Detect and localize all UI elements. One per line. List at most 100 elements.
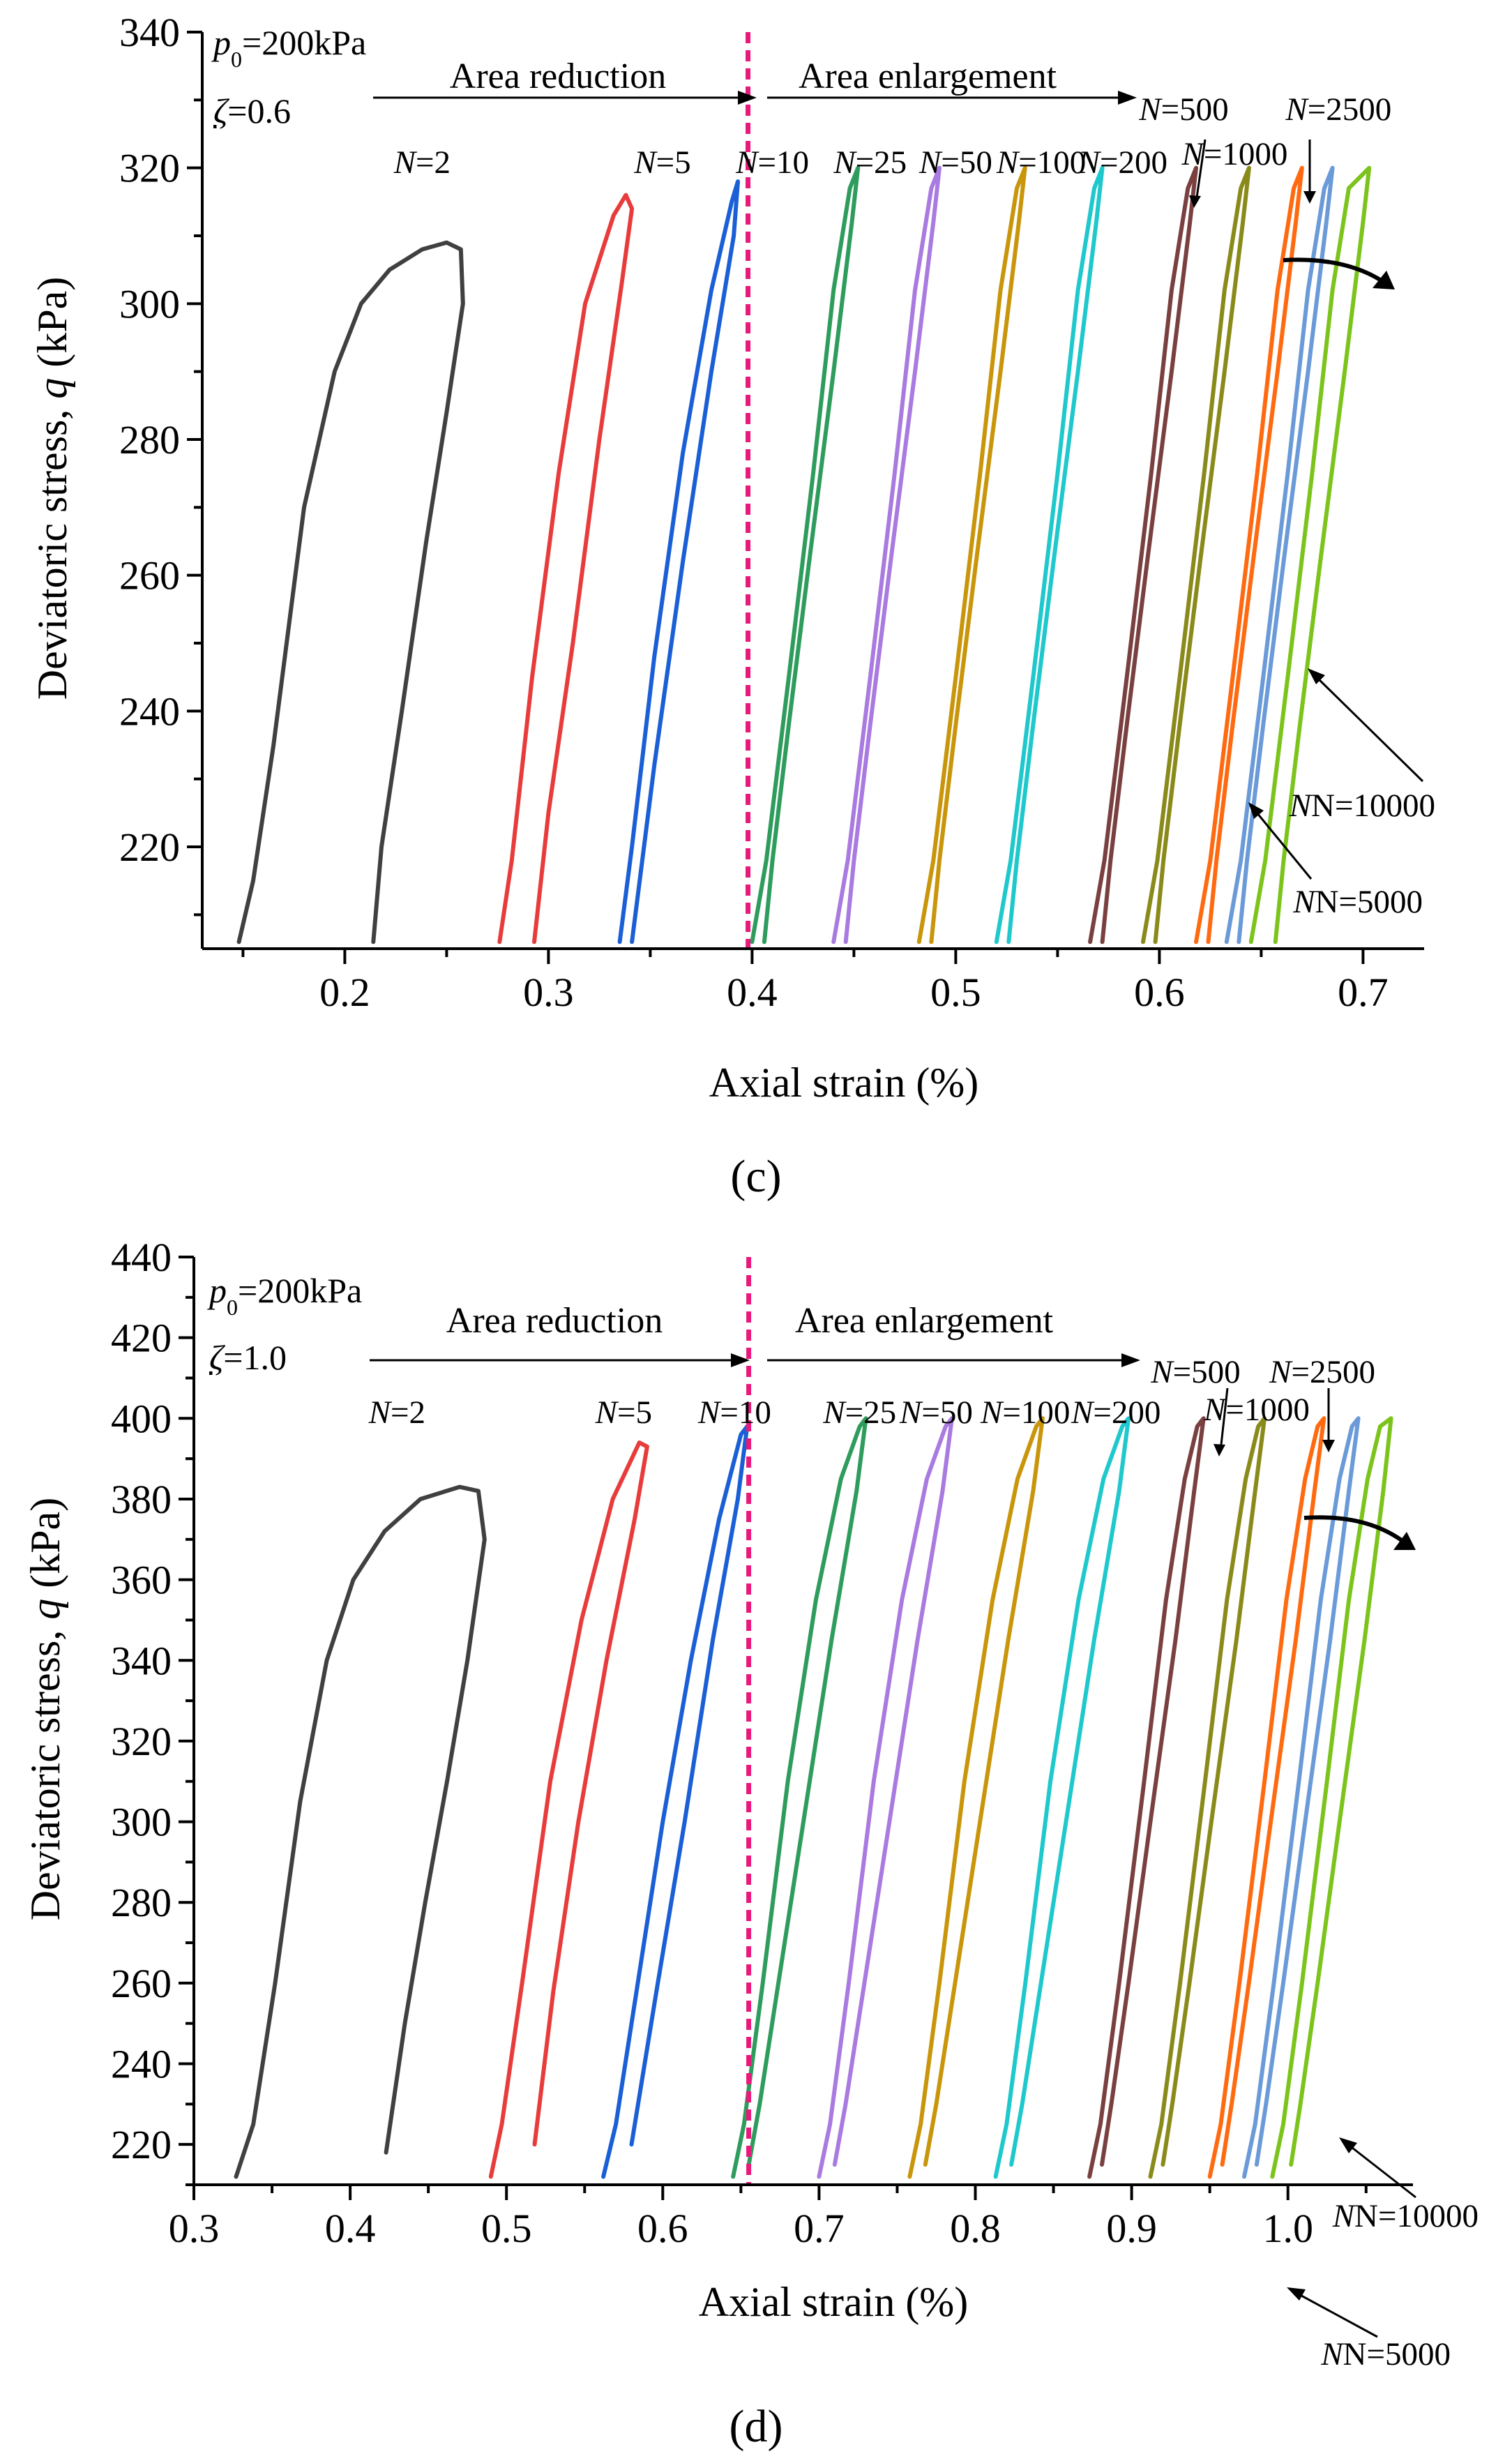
x-ticks: 0.2 0.3 0.4 0.5 0.6 0.7 xyxy=(241,949,1389,1015)
axes xyxy=(201,32,1424,950)
y-tick-label: 220 xyxy=(111,2122,172,2167)
y-tick-label: 340 xyxy=(119,10,180,55)
cycle-label-500: N=500 xyxy=(1138,91,1228,128)
arrowhead xyxy=(1393,1532,1416,1550)
series-n-100 xyxy=(907,1416,1045,2179)
x-tick-label: 0.2 xyxy=(319,970,370,1015)
chart-panel-d: 0.3 0.4 0.5 0.6 0.7 0.8 0.9 1.0 220 240 260 280 300… xyxy=(22,1235,1479,2452)
cycle-label-2: N=2 xyxy=(393,144,451,181)
curved-arrow xyxy=(1303,1515,1407,1545)
y-tick-label: 300 xyxy=(119,281,180,326)
panel-label: (c) xyxy=(730,1151,781,1202)
arrowhead xyxy=(1287,2287,1306,2301)
cycle-label-10: N=10 xyxy=(735,144,809,181)
y-tick-label: 220 xyxy=(119,825,180,870)
cycle-label-100: N=100 xyxy=(996,144,1086,181)
x-tick-label: 0.8 xyxy=(950,2206,1001,2251)
y-tick-label: 360 xyxy=(111,1558,172,1603)
series-n-10 xyxy=(617,179,740,944)
curved-arrow xyxy=(1283,257,1386,285)
area-reduction-label: Area reduction xyxy=(446,1301,663,1341)
x-tick-label: 0.3 xyxy=(523,970,574,1015)
pointer-line xyxy=(1195,139,1207,203)
cycle-label-1000: N=1000 xyxy=(1203,1392,1310,1428)
annotation-arrows xyxy=(1214,1387,1416,2338)
series-n-10000 xyxy=(1248,165,1372,944)
region-arrows xyxy=(373,91,1137,105)
n5000-label: NN=5000 xyxy=(1292,884,1423,920)
series-n-100 xyxy=(916,165,1027,944)
arrowhead xyxy=(1308,668,1325,684)
cycle-label-25: N=25 xyxy=(833,144,907,181)
series-n-50 xyxy=(831,165,942,944)
y-tick-label: 240 xyxy=(119,688,180,734)
cycle-label-1000: N=1000 xyxy=(1181,136,1288,172)
x-tick-label: 0.5 xyxy=(930,970,981,1015)
series-n-5 xyxy=(497,193,635,944)
y-tick-label: 420 xyxy=(111,1316,172,1361)
y-tick-label: 340 xyxy=(111,1638,172,1683)
series-n-2500 xyxy=(1207,1416,1326,2179)
series-n-2500 xyxy=(1194,165,1304,944)
x-tick-label: 0.6 xyxy=(1134,970,1185,1015)
cycle-label-500: N=500 xyxy=(1150,1354,1240,1390)
area-reduction-label: Area reduction xyxy=(450,57,666,96)
y-axis-title: Deviatoric stress, q (kPa) xyxy=(29,277,75,700)
cycle-label-2: N=2 xyxy=(368,1394,425,1431)
arrowhead xyxy=(1189,195,1201,208)
arrowhead xyxy=(1373,271,1395,289)
arrowhead xyxy=(1248,802,1264,819)
area-enlargement-label: Area enlargement xyxy=(795,1301,1054,1341)
n10000-label: NN=10000 xyxy=(1332,2198,1479,2234)
y-ticks: 220 240 260 280 300 320 340 360 380 400 420 440 xyxy=(111,1235,194,2186)
x-tick-label: 0.3 xyxy=(169,2206,220,2251)
y-ticks: 220 240 260 280 300 320 340 xyxy=(119,10,202,917)
series-n-1000 xyxy=(1141,165,1251,944)
series-n-500 xyxy=(1088,165,1198,944)
p0-label: p0=200kPa xyxy=(211,23,366,72)
pointer-line xyxy=(1313,674,1424,783)
series-n-5000 xyxy=(1224,165,1335,944)
arrowhead xyxy=(1322,1440,1335,1452)
series-n-25 xyxy=(750,165,861,944)
plot-area: 0.2 0.3 0.4 0.5 0.6 0.7 220 240 260 280 300 320 340 xyxy=(119,10,1424,1015)
x-tick-label: 1.0 xyxy=(1262,2206,1313,2251)
x-tick-label: 0.9 xyxy=(1106,2206,1157,2251)
x-tick-label: 0.7 xyxy=(1338,970,1389,1015)
series-n-500 xyxy=(1087,1416,1206,2179)
zeta-label: ζ=0.6 xyxy=(213,91,291,130)
y-tick-label: 320 xyxy=(111,1719,172,1764)
cycle-label-50: N=50 xyxy=(918,144,992,181)
series-layer xyxy=(236,165,1372,944)
arrowhead xyxy=(1214,1444,1225,1457)
x-axis-title: Axial strain (%) xyxy=(709,1060,979,1106)
cycle-label-100: N=100 xyxy=(980,1394,1070,1431)
series-n-5000 xyxy=(1242,1416,1361,2179)
arrowhead xyxy=(1339,2137,1357,2153)
x-tick-label: 0.4 xyxy=(727,970,778,1015)
n10000-label: NN=10000 xyxy=(1289,788,1435,824)
series-n-200 xyxy=(993,1416,1131,2179)
arrowhead xyxy=(1118,91,1137,105)
y-tick-label: 240 xyxy=(111,2042,172,2087)
cycle-label-5: N=5 xyxy=(595,1394,652,1431)
x-tick-label: 0.5 xyxy=(481,2206,532,2251)
arrowhead xyxy=(738,91,757,105)
series-n-50 xyxy=(817,1416,954,2179)
y-tick-label: 320 xyxy=(119,146,180,191)
y-tick-label: 280 xyxy=(111,1880,172,1925)
x-tick-label: 0.7 xyxy=(794,2206,845,2251)
y-tick-label: 380 xyxy=(111,1477,172,1522)
series-n-2 xyxy=(236,240,465,944)
y-tick-label: 440 xyxy=(111,1235,172,1280)
x-axis-title: Axial strain (%) xyxy=(699,2279,969,2325)
series-n-10000 xyxy=(1270,1416,1393,2179)
y-tick-label: 400 xyxy=(111,1396,172,1441)
pointer-line xyxy=(1293,2290,1378,2338)
series-n-25 xyxy=(731,1416,868,2179)
cycle-label-200: N=200 xyxy=(1078,144,1167,181)
arrowhead xyxy=(1303,191,1316,204)
cycle-label-200: N=200 xyxy=(1071,1394,1161,1431)
